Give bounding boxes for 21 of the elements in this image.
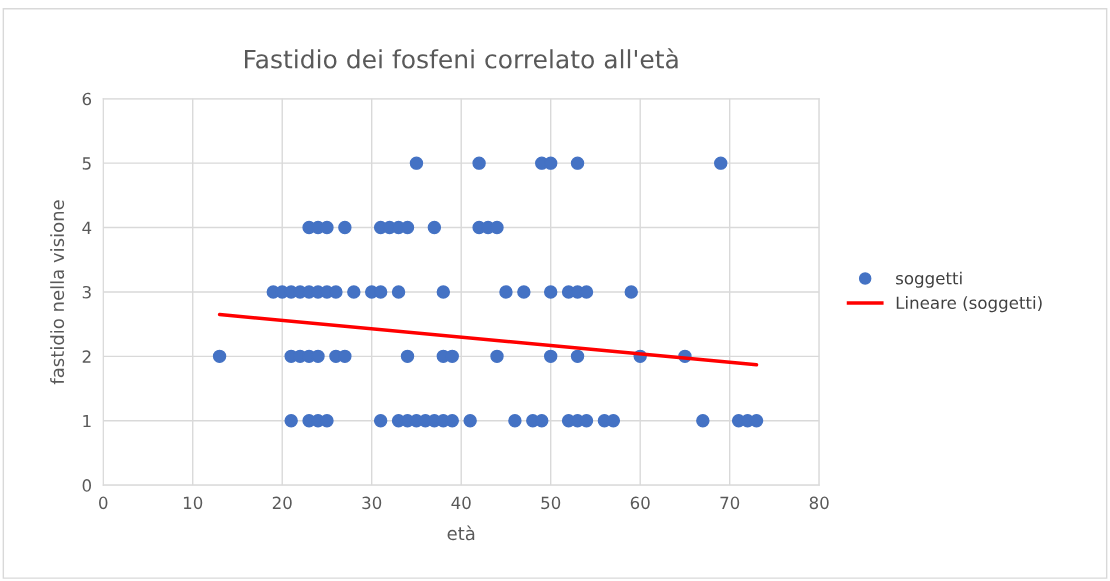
x-tick-label: 10 bbox=[183, 496, 203, 510]
x-tick-label: 80 bbox=[809, 496, 829, 510]
legend-label: Lineare (soggetti) bbox=[896, 296, 1042, 313]
y-axis-title: fastidio nella visione bbox=[50, 200, 65, 385]
y-tick-label: 2 bbox=[82, 350, 91, 363]
x-tick-label: 30 bbox=[362, 496, 382, 510]
y-tick-label: 4 bbox=[82, 221, 92, 234]
x-tick-label: 70 bbox=[720, 496, 740, 510]
y-tick-label: 5 bbox=[82, 157, 91, 170]
y-tick-label: 6 bbox=[82, 92, 92, 106]
legend-label: soggetti bbox=[896, 271, 962, 288]
x-tick-label: 20 bbox=[272, 496, 292, 510]
x-tick-label: 0 bbox=[99, 496, 108, 510]
x-tick-label: 40 bbox=[451, 496, 471, 510]
y-tick-label: 0 bbox=[82, 479, 92, 492]
x-tick-label: 60 bbox=[630, 496, 650, 510]
y-tick-label: 1 bbox=[83, 414, 91, 428]
chart-title: Fastidio dei fosfeni correlato all'età bbox=[245, 48, 678, 69]
x-tick-label: 50 bbox=[541, 496, 561, 510]
y-tick-label: 3 bbox=[82, 285, 91, 299]
x-axis-title: età bbox=[447, 525, 475, 541]
